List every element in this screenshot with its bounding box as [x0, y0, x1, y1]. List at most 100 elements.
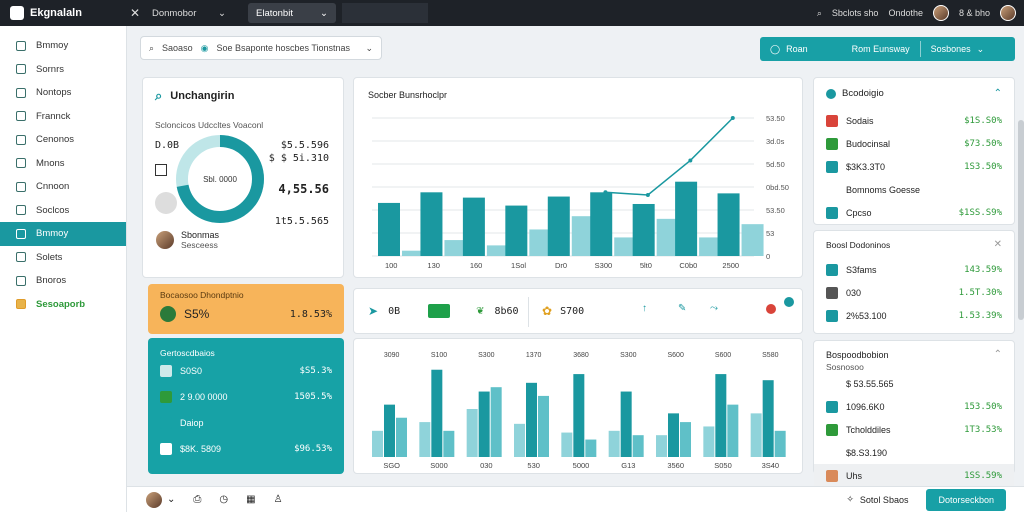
line-point[interactable]	[730, 116, 735, 120]
bar[interactable]	[680, 422, 691, 457]
bar[interactable]	[529, 229, 552, 256]
bar[interactable]	[620, 391, 632, 457]
link-icon[interactable]: ⤳	[710, 303, 718, 314]
avatar[interactable]	[145, 490, 163, 509]
info-icon[interactable]	[784, 297, 794, 307]
bar[interactable]	[762, 380, 774, 457]
clock-icon[interactable]: ◷	[219, 494, 229, 505]
bar[interactable]	[715, 374, 727, 457]
line-point[interactable]	[645, 192, 650, 197]
teal-row[interactable]: S0S0 $S5.3%	[160, 358, 332, 384]
teal-row[interactable]: 2 9.00 0000 1505.5%	[160, 384, 332, 410]
bar[interactable]	[505, 205, 528, 256]
bar[interactable]	[585, 439, 597, 457]
chevron-up-icon[interactable]: ⌃	[993, 349, 1002, 360]
chevron-up-icon[interactable]: ⌃	[993, 88, 1002, 99]
line-point[interactable]	[688, 158, 693, 163]
bar[interactable]	[490, 387, 502, 457]
bar[interactable]	[632, 435, 644, 457]
bar[interactable]	[571, 216, 594, 256]
sidebar-item-4[interactable]: Cenonos	[0, 128, 126, 152]
bar[interactable]	[717, 193, 740, 256]
print-icon[interactable]: ⎙	[193, 494, 202, 505]
bar[interactable]	[656, 218, 679, 256]
rp1-row[interactable]: Budocinsal $73.50%	[814, 132, 1014, 155]
action-btn-3[interactable]: Sosbones ⌄	[930, 43, 985, 55]
rp1-row[interactable]: $3K3.3T0 1S3.50%	[814, 155, 1014, 178]
bar[interactable]	[774, 430, 786, 457]
sidebar-item-11[interactable]: Sesoaporb	[0, 293, 126, 317]
top-link-2[interactable]: Ondothe	[888, 8, 923, 18]
action-btn-1[interactable]: ◯ Roan	[770, 43, 808, 55]
tab-1[interactable]: Donmobor ⌄	[152, 7, 226, 19]
teal-row[interactable]: Daiop	[160, 410, 332, 436]
top-link-1[interactable]: Sbclots sho	[831, 8, 879, 18]
bar[interactable]	[538, 395, 549, 457]
sidebar-item-5[interactable]: Mnons	[0, 152, 126, 176]
app-logo[interactable]: Ekgnalaln	[0, 6, 126, 20]
scrollbar[interactable]	[1018, 120, 1024, 320]
action-button-group[interactable]: ◯ Roan Rom Eunsway Sosbones ⌄	[760, 37, 1015, 61]
rp3-row[interactable]: 1096.6K0 153.50%	[814, 395, 1014, 418]
bar[interactable]	[590, 192, 613, 256]
rp1-row[interactable]: Sodais $1S.S0%	[814, 109, 1014, 132]
bar[interactable]	[608, 430, 620, 457]
footer-status[interactable]: ✧ Sotol Sbaos	[846, 494, 909, 505]
sidebar-item-10[interactable]: Bnoros	[0, 269, 126, 293]
sidebar-item-1[interactable]: Sornrs	[0, 58, 126, 82]
bar[interactable]	[378, 202, 400, 256]
sidebar-item-0[interactable]: Bmmoy	[0, 34, 126, 58]
close-icon[interactable]: ✕	[129, 6, 141, 20]
rp1-row[interactable]: Cpcso $1SS.S9%	[814, 201, 1014, 224]
rp3-row[interactable]: Uhs 1SS.59%	[814, 464, 1014, 487]
top-link-3[interactable]: 8 & bho	[958, 8, 990, 18]
footer-primary-button[interactable]: Dotorseckbon	[926, 488, 1006, 511]
bar[interactable]	[561, 432, 573, 457]
rp3-row[interactable]: $ 53.55.565	[814, 372, 1014, 395]
teal-row[interactable]: $8K. 5809 $96.53%	[160, 436, 332, 462]
pen-icon[interactable]: ✎	[678, 303, 687, 314]
action-btn-2[interactable]: Rom Eunsway	[851, 44, 910, 54]
bar[interactable]	[614, 237, 637, 256]
bar[interactable]	[443, 430, 455, 457]
sidebar-item-9[interactable]: Solets	[0, 246, 126, 270]
bar[interactable]	[632, 203, 655, 256]
bar[interactable]	[486, 245, 509, 256]
tab-2[interactable]: Elatonbit ⌄	[248, 3, 336, 23]
pin-icon[interactable]	[766, 304, 776, 314]
line-point[interactable]	[603, 190, 608, 195]
bar[interactable]	[419, 422, 431, 457]
rp1-row[interactable]: Bomnoms Goesse	[814, 178, 1014, 201]
bar[interactable]	[466, 409, 478, 457]
sidebar-item-3[interactable]: Frannck	[0, 105, 126, 129]
bar[interactable]	[656, 435, 667, 457]
bar[interactable]	[573, 374, 585, 457]
sidebar-item-2[interactable]: Nontops	[0, 81, 126, 105]
bar[interactable]	[514, 423, 525, 457]
bar[interactable]	[526, 382, 537, 457]
bar[interactable]	[547, 196, 570, 256]
bar[interactable]	[750, 413, 762, 457]
avatar-2[interactable]	[1000, 5, 1016, 21]
chevron-down-icon[interactable]: ⌄	[167, 494, 176, 505]
bar[interactable]	[478, 391, 490, 457]
bar[interactable]	[420, 192, 443, 256]
bar[interactable]	[396, 417, 407, 457]
tab-empty[interactable]	[342, 3, 428, 23]
rp2-row[interactable]: 030 1.5T.30%	[814, 281, 1014, 304]
sidebar-item-8[interactable]: Bmmoy	[0, 222, 126, 246]
grid-icon[interactable]: ▦	[246, 494, 256, 505]
bar[interactable]	[462, 197, 485, 256]
close-icon[interactable]: ✕	[993, 239, 1002, 250]
bar[interactable]	[444, 240, 467, 256]
rp3-row[interactable]: $8.S3.190	[814, 441, 1014, 464]
bar[interactable]	[675, 181, 698, 256]
rp3-row[interactable]: Tcholddiles 1T3.53%	[814, 418, 1014, 441]
bar[interactable]	[384, 404, 395, 457]
bar[interactable]	[741, 224, 764, 256]
sidebar-item-7[interactable]: Soclcos	[0, 199, 126, 223]
bar[interactable]	[727, 404, 739, 457]
search-icon[interactable]: ⌕	[816, 7, 822, 18]
user-icon[interactable]: ♙	[273, 494, 283, 505]
bar[interactable]	[699, 237, 722, 256]
